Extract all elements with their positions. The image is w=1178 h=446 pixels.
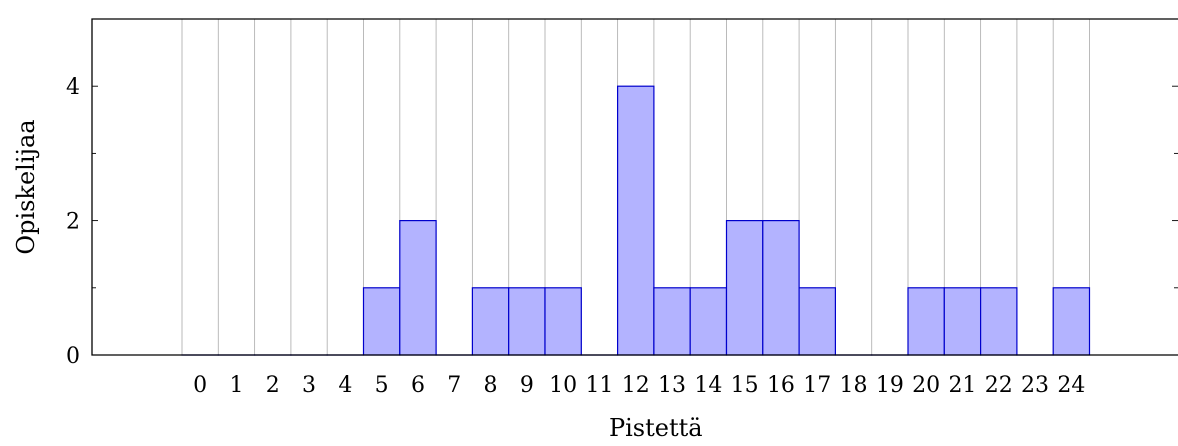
bar-8 — [471, 287, 510, 356]
plot-frame — [91, 18, 1178, 356]
x-tick-label-9: 9 — [520, 373, 534, 398]
x-tick-label-0: 0 — [193, 373, 207, 398]
x-tick-label-14: 14 — [694, 373, 722, 398]
x-tick-label-22: 22 — [985, 373, 1013, 398]
x-tick-label-6: 6 — [411, 373, 425, 398]
y-tick-label-2: 2 — [66, 210, 80, 235]
bar-10 — [544, 287, 582, 356]
x-tick-label-13: 13 — [658, 373, 686, 398]
x-tick-label-12: 12 — [622, 373, 650, 398]
bar-5 — [362, 287, 401, 356]
bar-14 — [689, 287, 728, 356]
x-tick-label-8: 8 — [484, 373, 498, 398]
bar-15 — [725, 220, 764, 356]
axis-frame — [91, 18, 1178, 356]
x-tick-label-5: 5 — [375, 373, 389, 398]
bar-6 — [399, 220, 437, 356]
x-tick-label-3: 3 — [302, 373, 316, 398]
x-tick-label-4: 4 — [338, 373, 352, 398]
bar-9 — [508, 287, 546, 356]
bar-16 — [762, 220, 800, 356]
y-axis-label: Opiskelijaa — [12, 119, 40, 254]
bar-21 — [943, 287, 982, 356]
x-tick-label-1: 1 — [229, 373, 243, 398]
x-tick-label-19: 19 — [876, 373, 904, 398]
bar-20 — [907, 287, 945, 356]
x-tick-label-21: 21 — [948, 373, 976, 398]
x-axis-label: Pistettä — [609, 414, 703, 442]
x-tick-label-16: 16 — [767, 373, 795, 398]
y-tick-label-0: 0 — [66, 344, 80, 369]
y-tick-labels: 0 2 4 — [66, 75, 80, 369]
x-tick-label-20: 20 — [912, 373, 940, 398]
x-tick-labels: 0 1 2 3 4 5 6 7 8 9 10 11 12 13 14 15 16 17 18 19 20 21 22 23 24 — [193, 373, 1085, 398]
x-tick-label-17: 17 — [803, 373, 831, 398]
bar-24 — [1052, 287, 1091, 356]
bar-22 — [979, 287, 1018, 356]
x-tick-label-23: 23 — [1021, 373, 1049, 398]
x-tick-label-7: 7 — [447, 373, 461, 398]
bars — [181, 85, 1091, 356]
x-tick-label-10: 10 — [549, 373, 577, 398]
y-tick-label-4: 4 — [66, 75, 80, 100]
x-tick-label-24: 24 — [1057, 373, 1085, 398]
bar-13 — [653, 287, 691, 356]
x-tick-label-2: 2 — [266, 373, 280, 398]
x-tick-label-11: 11 — [585, 373, 613, 398]
bar-12 — [616, 85, 655, 356]
x-tick-label-18: 18 — [840, 373, 868, 398]
x-tick-label-15: 15 — [731, 373, 759, 398]
bar-17 — [798, 287, 836, 356]
